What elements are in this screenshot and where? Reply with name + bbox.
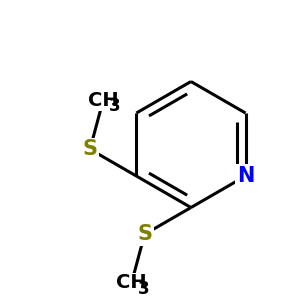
Text: 3: 3 <box>109 97 121 115</box>
Text: N: N <box>237 166 254 186</box>
Text: S: S <box>82 139 98 159</box>
Text: CH: CH <box>88 91 118 110</box>
Text: CH: CH <box>116 274 147 292</box>
Text: S: S <box>137 224 152 244</box>
Text: 3: 3 <box>138 280 149 298</box>
